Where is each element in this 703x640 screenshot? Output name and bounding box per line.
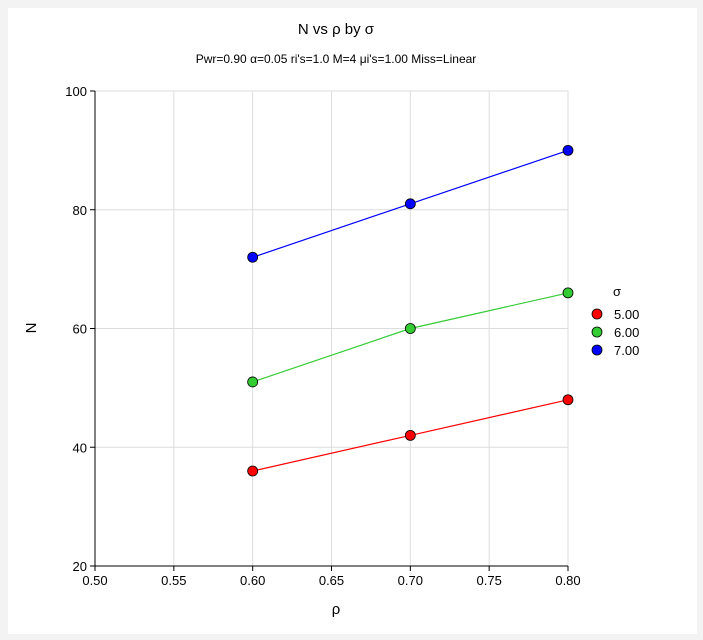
data-point <box>404 198 416 210</box>
x-axis-label: ρ <box>332 601 341 618</box>
x-tick-label: 0.75 <box>477 573 502 588</box>
chart-title: N vs ρ by σ <box>298 21 375 38</box>
data-point <box>247 465 259 477</box>
y-tick-label: 60 <box>73 322 87 337</box>
legend-marker <box>591 344 603 356</box>
data-point <box>562 144 574 156</box>
legend-marker <box>591 326 603 338</box>
x-tick-label: 0.50 <box>82 573 107 588</box>
chart-subtitle: Pwr=0.90 α=0.05 ri's=1.0 M=4 μi's=1.00 M… <box>196 52 477 66</box>
legend-label: 6.00 <box>614 325 639 340</box>
grid <box>94 90 569 567</box>
data-point <box>404 323 416 334</box>
x-tick-label: 0.65 <box>319 573 344 588</box>
axes <box>90 90 569 571</box>
data-point <box>562 287 574 299</box>
data-point <box>247 376 259 388</box>
legend-label: 5.00 <box>614 307 639 322</box>
legend-title: σ <box>613 284 621 299</box>
chart-svg: N vs ρ by σ Pwr=0.90 α=0.05 ri's=1.0 M=4… <box>23 21 639 618</box>
x-tick-label: 0.80 <box>555 573 580 588</box>
chart-frame: N vs ρ by σ Pwr=0.90 α=0.05 ri's=1.0 M=4… <box>8 8 697 634</box>
y-axis-label: N <box>23 323 40 334</box>
y-tick-labels: 20 40 60 80 100 <box>65 84 87 574</box>
y-tick-label: 20 <box>73 559 87 574</box>
x-tick-label: 0.70 <box>398 573 423 588</box>
y-tick-label: 80 <box>73 203 87 218</box>
data-point <box>562 394 574 406</box>
data-point <box>404 429 416 441</box>
x-tick-labels: 0.50 0.55 0.60 0.65 0.70 0.75 0.80 <box>82 573 580 588</box>
y-tick-label: 100 <box>65 84 87 99</box>
legend-label: 7.00 <box>614 343 639 358</box>
series-group <box>247 144 574 477</box>
legend-marker <box>591 308 603 320</box>
legend: σ 5.00 6.00 7.00 <box>591 284 639 358</box>
x-tick-label: 0.55 <box>161 573 186 588</box>
x-tick-label: 0.60 <box>240 573 265 588</box>
data-point <box>247 251 259 263</box>
y-tick-label: 40 <box>73 440 87 455</box>
